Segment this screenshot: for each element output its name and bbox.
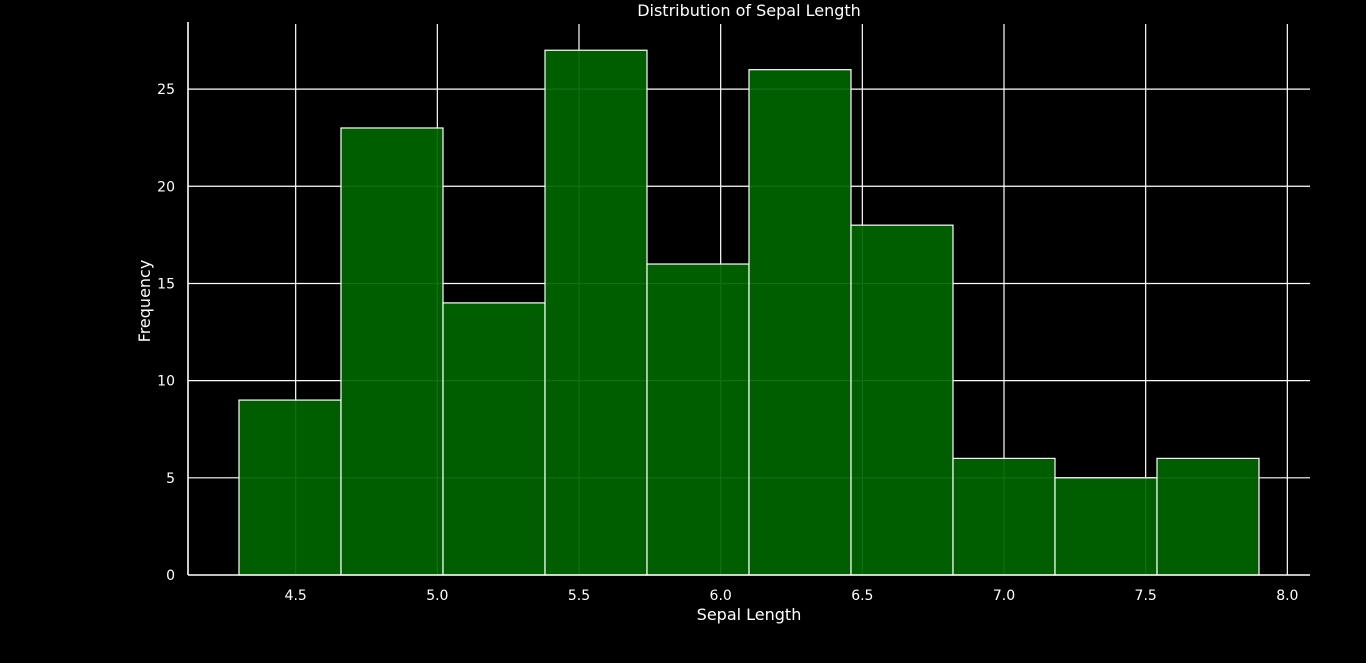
x-tick-label: 4.5	[285, 588, 307, 604]
histogram-bar	[442, 302, 546, 576]
y-tick-label: 0	[166, 568, 175, 584]
y-tick-label: 5	[166, 471, 175, 487]
x-tick-label: 5.5	[568, 588, 590, 604]
y-axis-label: Frequency	[135, 260, 154, 343]
histogram-bars	[238, 49, 1260, 576]
histogram-bar	[1054, 477, 1158, 576]
y-tick-labels: 0 5 10 15 20 25	[157, 82, 175, 584]
chart-title: Distribution of Sepal Length	[637, 1, 861, 20]
x-tick-label: 6.5	[851, 588, 873, 604]
histogram-bar	[340, 127, 444, 576]
x-tick-labels: 4.5 5.0 5.5 6.0 6.5 7.0 7.5 8.0	[285, 588, 1299, 604]
histogram-bar	[748, 69, 852, 576]
x-tick-label: 7.0	[993, 588, 1015, 604]
histogram-bar	[850, 224, 954, 576]
y-tick-label: 25	[157, 82, 175, 98]
histogram-bar	[952, 457, 1056, 576]
x-tick-label: 6.0	[710, 588, 732, 604]
y-tick-label: 10	[157, 374, 175, 390]
histogram-bar	[238, 399, 342, 576]
y-tick-label: 15	[157, 276, 175, 292]
x-axis-label: Sepal Length	[697, 605, 802, 624]
x-tick-label: 5.0	[426, 588, 448, 604]
histogram-bar	[544, 49, 648, 576]
axes	[187, 22, 1310, 576]
x-tick-label: 7.5	[1135, 588, 1157, 604]
histogram-bar	[646, 263, 750, 576]
y-tick-label: 20	[157, 179, 175, 195]
x-tick-label: 8.0	[1276, 588, 1298, 604]
histogram-bar	[1156, 457, 1260, 576]
